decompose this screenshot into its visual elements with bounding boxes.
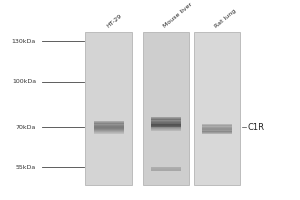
Bar [94, 126, 124, 127]
Bar [94, 131, 124, 132]
Bar [94, 125, 124, 126]
Bar [151, 120, 181, 121]
Bar [94, 130, 124, 131]
Bar [151, 125, 181, 126]
Bar [202, 132, 232, 133]
Bar [194, 32, 240, 185]
Bar [151, 128, 181, 129]
Bar [202, 124, 232, 125]
Bar [202, 132, 232, 133]
Bar [202, 130, 232, 131]
Bar [151, 124, 181, 125]
Bar [94, 123, 124, 124]
Text: 55kDa: 55kDa [16, 165, 36, 170]
Bar [202, 126, 232, 127]
Bar [94, 133, 124, 134]
Bar [94, 122, 124, 123]
Bar [202, 128, 232, 129]
Bar [94, 122, 124, 123]
Bar [202, 129, 232, 130]
Bar [151, 117, 181, 118]
Bar [202, 125, 232, 126]
Bar [94, 123, 124, 124]
Bar [202, 127, 232, 128]
Bar [94, 127, 124, 128]
Bar [202, 131, 232, 132]
Bar [94, 132, 124, 133]
Bar [151, 124, 181, 125]
Bar [151, 125, 181, 126]
Bar [151, 117, 181, 118]
Text: Mouse liver: Mouse liver [163, 2, 194, 29]
Text: 130kDa: 130kDa [12, 39, 36, 44]
Bar [202, 133, 232, 134]
Bar [151, 126, 181, 127]
Bar [151, 126, 181, 127]
Text: C1R: C1R [248, 123, 265, 132]
Bar [151, 118, 181, 119]
Bar [202, 133, 232, 134]
Bar [151, 121, 181, 122]
Text: 100kDa: 100kDa [12, 79, 36, 84]
Bar [94, 124, 124, 125]
Bar [151, 119, 181, 120]
Text: HT-29: HT-29 [106, 13, 123, 29]
Bar [94, 121, 124, 122]
Bar [151, 122, 181, 123]
Text: Rat lung: Rat lung [214, 8, 237, 29]
Bar [202, 125, 232, 126]
Bar [142, 32, 189, 185]
Bar [151, 129, 181, 130]
Bar [151, 127, 181, 128]
Bar [94, 128, 124, 129]
Bar [151, 130, 181, 131]
Bar [202, 124, 232, 125]
Bar [151, 119, 181, 120]
Bar [94, 121, 124, 122]
Bar [202, 131, 232, 132]
Bar [85, 32, 132, 185]
Bar [151, 123, 181, 124]
Bar [94, 129, 124, 130]
Text: 70kDa: 70kDa [16, 125, 36, 130]
Bar [151, 118, 181, 119]
